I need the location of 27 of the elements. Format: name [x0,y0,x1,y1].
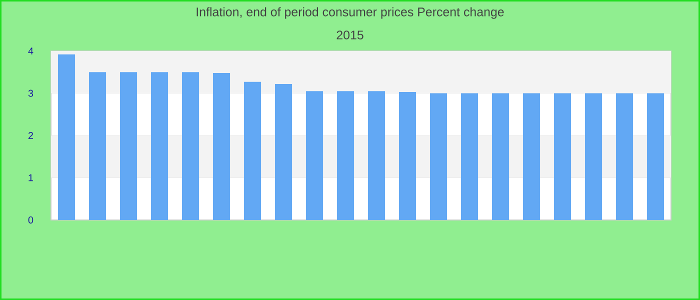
bar [274,84,292,220]
bar [88,72,106,220]
bar [58,54,76,220]
y-tick-label: 2 [28,132,33,139]
y-tick-label: 1 [28,174,34,182]
bar [554,93,572,220]
bar [430,93,448,220]
bar [522,93,540,220]
bar [616,93,634,220]
y-tick-label: 0 [28,216,34,224]
bar [212,72,230,220]
chart-title: Inflation, end of period consumer prices Percent change [196,7,504,19]
chart-subtitle: 2015 [336,30,364,40]
bar [336,91,354,220]
y-tick-label: 4 [28,48,34,54]
bar [460,93,478,220]
bar [584,93,602,220]
bar [398,92,416,220]
bar [646,93,664,220]
bar [368,91,386,220]
bar [120,72,138,220]
bar [244,82,262,220]
y-tick-label: 3 [28,90,34,97]
bar [306,91,324,220]
bar [150,72,168,220]
bar [182,72,200,220]
bar [492,93,510,220]
